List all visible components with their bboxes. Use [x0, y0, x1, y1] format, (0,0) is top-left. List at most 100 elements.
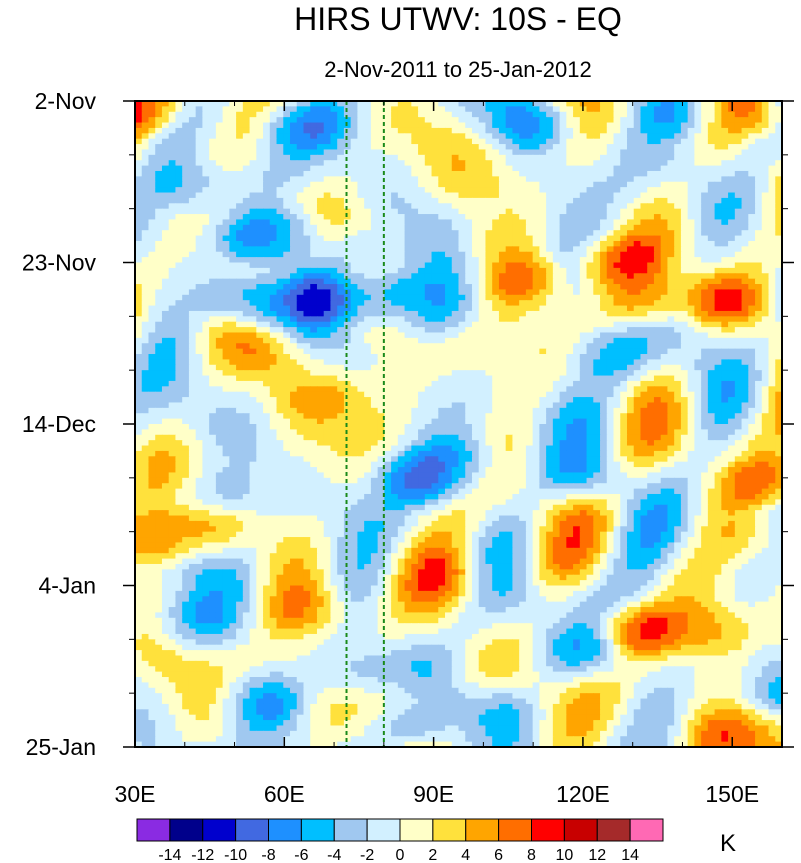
- heatmap-cell: [694, 294, 702, 301]
- heatmap-cell: [242, 230, 251, 237]
- heatmap-cell: [471, 127, 480, 134]
- heatmap-cell: [748, 278, 756, 285]
- heatmap-cell: [566, 278, 574, 285]
- heatmap-cell: [519, 117, 527, 124]
- heatmap-cell: [680, 187, 689, 194]
- heatmap-cell: [182, 144, 190, 151]
- heatmap-cell: [357, 165, 365, 172]
- heatmap-cell: [647, 214, 655, 221]
- heatmap-cell: [478, 321, 487, 328]
- heatmap-cell: [600, 321, 608, 328]
- heatmap-cell: [323, 251, 332, 258]
- heatmap-cell: [249, 192, 257, 199]
- heatmap-cell: [343, 273, 352, 280]
- heatmap-cell: [330, 327, 338, 334]
- heatmap-cell: [721, 122, 729, 129]
- heatmap-cell: [330, 300, 338, 307]
- heatmap-cell: [364, 187, 372, 194]
- heatmap-cell: [539, 289, 547, 296]
- heatmap-cell: [377, 354, 385, 360]
- heatmap-cell: [687, 300, 695, 307]
- heatmap-cell: [748, 219, 756, 226]
- heatmap-cell: [734, 310, 743, 317]
- heatmap-cell: [640, 305, 648, 312]
- heatmap-cell: [431, 197, 439, 204]
- heatmap-cell: [586, 176, 594, 183]
- heatmap-cell: [256, 284, 264, 291]
- heatmap-cell: [606, 354, 615, 360]
- heatmap-cell: [680, 246, 689, 253]
- heatmap-cell: [135, 165, 143, 172]
- heatmap-cell: [620, 208, 628, 215]
- heatmap-cell: [613, 144, 621, 151]
- heatmap-cell: [357, 111, 365, 118]
- heatmap-cell: [209, 149, 217, 156]
- heatmap-cell: [269, 203, 278, 210]
- heatmap-cell: [229, 375, 237, 382]
- heatmap-cell: [626, 332, 635, 339]
- heatmap-cell: [593, 219, 601, 226]
- heatmap-cell: [161, 149, 170, 156]
- heatmap-cell: [519, 278, 527, 285]
- heatmap-cell: [579, 343, 588, 350]
- heatmap-cell: [168, 246, 177, 253]
- heatmap-cell: [188, 127, 197, 134]
- heatmap-cell: [242, 316, 251, 323]
- heatmap-cell: [397, 343, 406, 350]
- heatmap-cell: [377, 273, 385, 280]
- heatmap-cell: [734, 106, 743, 113]
- heatmap-cell: [397, 327, 406, 334]
- heatmap-cell: [303, 187, 311, 194]
- heatmap-cell: [337, 251, 345, 258]
- heatmap-cell: [674, 364, 682, 371]
- heatmap-cell: [539, 348, 547, 355]
- heatmap-cell: [721, 370, 729, 377]
- heatmap-cell: [269, 127, 278, 134]
- heatmap-cell: [424, 316, 433, 323]
- heatmap-cell: [660, 197, 669, 204]
- heatmap-cell: [674, 235, 682, 242]
- heatmap-cell: [566, 165, 574, 172]
- heatmap-cell: [276, 133, 284, 140]
- heatmap-cell: [242, 165, 251, 172]
- heatmap-cell: [741, 224, 749, 231]
- heatmap-cell: [640, 284, 648, 291]
- heatmap-cell: [586, 327, 594, 334]
- heatmap-cell: [626, 230, 635, 237]
- heatmap-cell: [492, 208, 500, 215]
- heatmap-cell: [519, 181, 527, 188]
- heatmap-cell: [215, 321, 224, 328]
- heatmap-cell: [391, 294, 399, 301]
- heatmap-cell: [202, 364, 210, 371]
- heatmap-cell: [707, 219, 716, 226]
- heatmap-cell: [236, 246, 244, 253]
- heatmap-cell: [620, 278, 628, 285]
- heatmap-cell: [573, 181, 581, 188]
- heatmap-cell: [512, 165, 520, 172]
- heatmap-cell: [141, 273, 150, 280]
- heatmap-cell: [734, 149, 743, 156]
- heatmap-cell: [424, 246, 433, 253]
- heatmap-cell: [330, 127, 338, 134]
- heatmap-cell: [593, 310, 601, 317]
- heatmap-cell: [586, 144, 594, 151]
- heatmap-cell: [249, 117, 257, 124]
- heatmap-cell: [687, 181, 695, 188]
- heatmap-cell: [263, 343, 271, 350]
- heatmap-cell: [438, 305, 446, 312]
- heatmap-cell: [337, 240, 345, 247]
- heatmap-cell: [404, 375, 412, 382]
- heatmap-cell: [229, 310, 237, 317]
- heatmap-cell: [653, 343, 662, 350]
- heatmap-cell: [397, 337, 406, 344]
- heatmap-cell: [276, 251, 284, 258]
- heatmap-cell: [445, 294, 453, 301]
- heatmap-cell: [357, 316, 365, 323]
- heatmap-cell: [350, 170, 359, 177]
- heatmap-cell: [498, 354, 507, 360]
- heatmap-cell: [296, 111, 305, 118]
- heatmap-cell: [701, 106, 709, 113]
- heatmap-cell: [411, 257, 419, 264]
- heatmap-cell: [161, 230, 170, 237]
- heatmap-cell: [694, 176, 702, 183]
